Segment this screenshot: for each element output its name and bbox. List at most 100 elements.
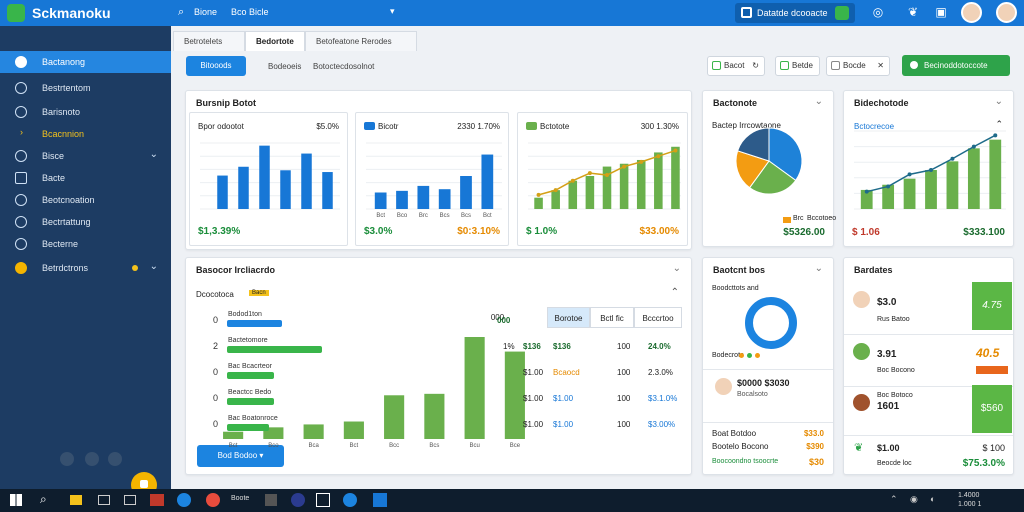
sidebar-item-links[interactable]: Beotcnoation: [0, 189, 171, 211]
line-label: Boocoondno tsoocrte: [712, 458, 779, 465]
status-dot: [755, 353, 760, 358]
toolbar-button-3[interactable]: Bocde ✕: [826, 56, 890, 76]
chevron-down-icon[interactable]: ⌄: [149, 261, 158, 272]
notification-icon[interactable]: ◎: [872, 5, 884, 19]
pie-total: $5326.00: [783, 227, 825, 238]
tab-details[interactable]: Bedortote: [245, 31, 305, 51]
footer-button[interactable]: Bod Bodoo ▾: [197, 445, 284, 467]
app-icon[interactable]: [150, 494, 164, 506]
chart-bar: [504, 351, 525, 439]
avatar[interactable]: [851, 341, 872, 362]
leaf-icon[interactable]: ❦: [907, 5, 919, 19]
sidebar-item-transactions[interactable]: Betrdctrons ⌄: [0, 257, 171, 279]
volume-icon[interactable]: ◐: [930, 494, 936, 504]
chart-bar: [882, 184, 895, 209]
pie-chart: [735, 127, 803, 195]
toolbar-link[interactable]: Bodeoeis: [268, 62, 302, 71]
top-menu-item[interactable]: Bione: [194, 7, 218, 17]
search-icon[interactable]: ⌕: [40, 492, 47, 506]
app-icon[interactable]: [316, 493, 330, 507]
chevron-down-icon[interactable]: ▾: [390, 6, 395, 16]
table-header[interactable]: Borotoe: [547, 307, 590, 328]
sidebar-item-label: Bestrtentom: [42, 83, 91, 93]
user-icon[interactable]: [108, 452, 122, 466]
mini-value: $5.0%: [316, 122, 339, 131]
close-icon[interactable]: ✕: [877, 61, 884, 70]
top-action-button[interactable]: Datatde dcooacte: [735, 3, 855, 23]
chevron-down-icon[interactable]: ⌄: [149, 149, 158, 160]
chevron-down-icon[interactable]: ⌄: [672, 263, 681, 274]
sidebar-item-workflow[interactable]: Bectrtattung: [0, 211, 171, 233]
growth-foot: $333.100: [963, 227, 1005, 238]
chevron-up-icon[interactable]: ⌃: [890, 494, 898, 504]
mini-foot-value: $ 1.0%: [526, 226, 558, 237]
app-icon[interactable]: [373, 493, 387, 507]
top-menu-item[interactable]: Bco Bicle: [231, 7, 269, 17]
tab-reports[interactable]: Betofeatone Rerodes: [305, 31, 417, 51]
tab-overview[interactable]: Betrotelets: [173, 31, 245, 51]
document-icon: [780, 61, 789, 70]
legend-label: Brc: [793, 215, 804, 222]
folder-icon[interactable]: [70, 495, 82, 505]
chart-bar: [217, 175, 228, 209]
sidebar-item-reports[interactable]: Bestrtentom: [0, 77, 171, 99]
sidebar-item-settings[interactable]: Becterne: [0, 233, 171, 255]
table-row[interactable]: 0 Bodod1ton 000: [213, 311, 511, 327]
sidebar-subitem[interactable]: › Bcacnnion: [0, 123, 171, 145]
sidebar-item-tables[interactable]: Bacte: [0, 167, 171, 189]
window-icon[interactable]: [124, 495, 136, 505]
chart-point: [622, 164, 627, 169]
edge-icon[interactable]: [343, 493, 357, 507]
calendar-icon[interactable]: ▣: [935, 5, 947, 19]
app-icon[interactable]: [265, 494, 277, 506]
window-icon[interactable]: [98, 495, 110, 505]
table-header[interactable]: 000: [480, 307, 515, 328]
toolbar-button-2[interactable]: Betde: [775, 56, 820, 76]
next-icon[interactable]: [85, 452, 99, 466]
toolbar-button-1[interactable]: Bacot ↻: [707, 56, 765, 76]
chevron-up-icon[interactable]: ⌃: [995, 119, 1003, 129]
search-icon[interactable]: ⌕: [178, 6, 185, 18]
table-row[interactable]: 0 Bac Boatonroce $1.00 $1.00 100 $3.00%: [213, 415, 676, 431]
taskbar-item[interactable]: Boote: [231, 495, 250, 502]
chevron-down-icon[interactable]: ⌄: [814, 263, 823, 274]
chart-bar: [534, 197, 543, 209]
table-row[interactable]: 0 Bac Bcacrteor $1.00 Bcaocd 100 2.3.0%: [213, 363, 673, 379]
primary-green-button[interactable]: Becinoddotoccote: [902, 55, 1010, 76]
chevron-down-icon[interactable]: ⌄: [994, 96, 1003, 107]
windows-start-icon[interactable]: [10, 494, 22, 506]
link-icon: [15, 194, 27, 206]
tick-label: Bco: [268, 443, 279, 447]
leaf-icon: ❦: [854, 442, 864, 454]
sidebar-item-label: Bactanong: [42, 57, 86, 67]
previous-icon[interactable]: [60, 452, 74, 466]
chevron-down-icon[interactable]: ⌄: [814, 96, 823, 107]
network-icon[interactable]: ◉: [910, 494, 918, 504]
chart-bar: [417, 185, 430, 209]
primary-button[interactable]: Bitooods: [186, 56, 246, 76]
sidebar-item-users[interactable]: Barisnoto: [0, 101, 171, 123]
sidebar-item-messages[interactable]: Bisce ⌄: [0, 145, 171, 167]
table-header[interactable]: Bctl fic: [590, 307, 634, 328]
avatar[interactable]: [713, 376, 734, 397]
avatar[interactable]: [851, 289, 872, 310]
result-badge: $560: [972, 385, 1012, 433]
table-row[interactable]: 2 Bactetomore 1% $136 $136 100 24.0%: [213, 337, 671, 353]
divider: [703, 422, 833, 423]
chevron-up-icon[interactable]: ⌃: [670, 287, 679, 298]
avatar[interactable]: [961, 2, 982, 23]
app-icon[interactable]: [291, 493, 305, 507]
avatar[interactable]: [851, 392, 872, 413]
line-label: Boat Botdoo: [712, 429, 757, 438]
status-dot: [739, 353, 744, 358]
sidebar-item-dashboard[interactable]: Bactanong: [0, 51, 171, 73]
browser-icon[interactable]: [177, 493, 191, 507]
toolbar-link[interactable]: Botoctecdosolnot: [313, 62, 375, 71]
result-value-right: $ 100: [982, 443, 1005, 453]
browser-icon[interactable]: [206, 493, 220, 507]
table-row[interactable]: 0 Beactcc Bedo $1.00 $1.00 100 $3.1.0%: [213, 389, 678, 405]
status-dot: [747, 353, 752, 358]
avatar[interactable]: [996, 2, 1017, 23]
table-header[interactable]: Bcccrtoo: [634, 307, 682, 328]
app-title: Sckmanoku: [32, 5, 111, 21]
